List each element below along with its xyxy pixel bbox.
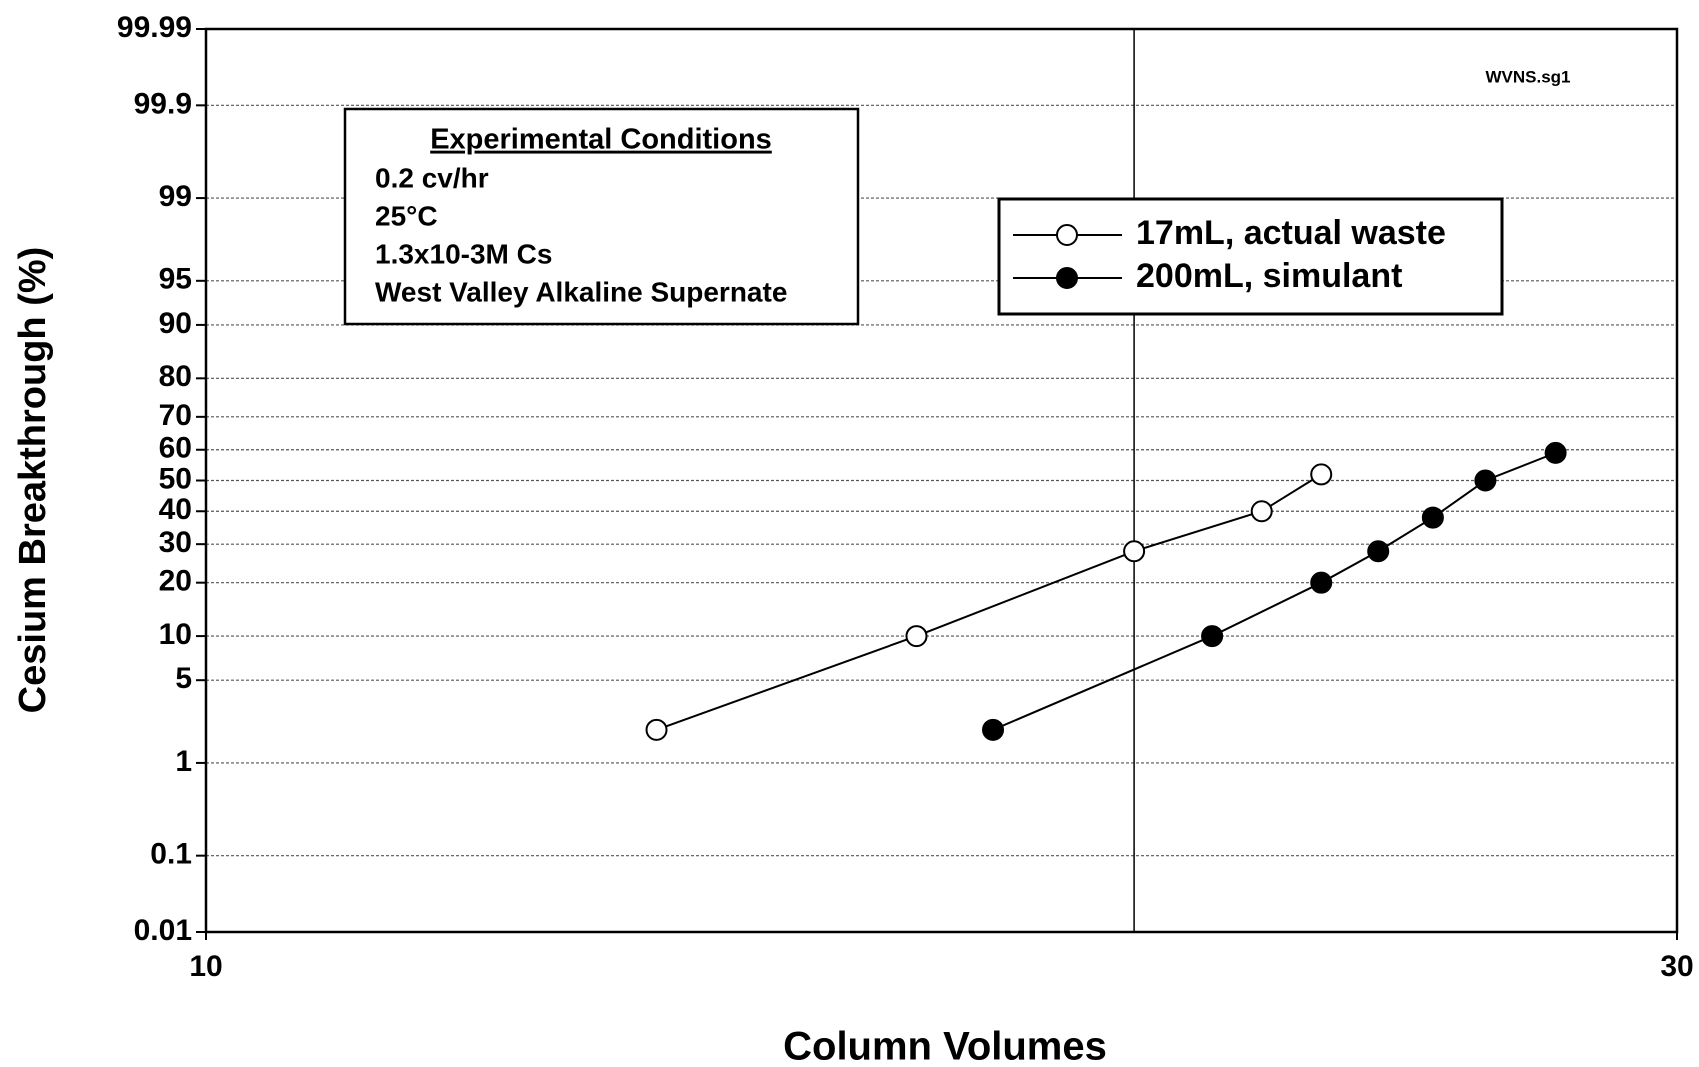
conditions-title: Experimental Conditions xyxy=(430,124,772,156)
plot-frame xyxy=(204,27,1679,934)
y-tick-label: 0.1 xyxy=(150,838,192,871)
conditions-line: 1.3x10-3M Cs xyxy=(375,238,552,269)
y-tick-label: 80 xyxy=(159,360,192,393)
legend-label: 200mL, simulant xyxy=(1136,257,1402,295)
conditions-line: 0.2 cv/hr xyxy=(375,162,489,193)
y-tick-label: 90 xyxy=(159,307,192,340)
data-point xyxy=(905,625,928,648)
series-line xyxy=(992,451,1556,731)
y-tick-label: 10 xyxy=(159,618,192,651)
conditions-box xyxy=(343,107,860,326)
data-point xyxy=(1474,469,1497,492)
y-tick-label: 95 xyxy=(159,263,192,296)
data-point xyxy=(982,718,1005,741)
data-point xyxy=(1250,500,1273,523)
data-point xyxy=(1367,540,1390,563)
y-tick-label: 1 xyxy=(175,745,192,778)
data-point xyxy=(1201,625,1224,648)
y-tick-label: 70 xyxy=(159,399,192,432)
data-point xyxy=(1310,463,1333,486)
data-point xyxy=(1544,441,1567,464)
y-tick-label: 99 xyxy=(159,180,192,213)
x-axis-title: Column Volumes xyxy=(783,1025,1107,1067)
y-tick-label: 40 xyxy=(159,493,192,526)
legend-label: 17mL, actual waste xyxy=(1136,214,1446,252)
data-point xyxy=(1123,540,1146,563)
legend-marker xyxy=(1056,224,1078,246)
legend-marker xyxy=(1056,267,1078,289)
series-line xyxy=(656,473,1322,731)
y-tick-label: 50 xyxy=(159,462,192,495)
y-tick-label: 99.99 xyxy=(117,11,192,44)
y-tick-label: 99.9 xyxy=(134,87,192,120)
annotation: WVNS.sg1 xyxy=(1485,67,1570,86)
y-tick-label: 20 xyxy=(159,565,192,598)
legend-box xyxy=(997,197,1504,316)
data-point xyxy=(1421,506,1444,529)
y-axis-title: Cesium Breakthrough (%) xyxy=(12,247,54,714)
y-tick-label: 30 xyxy=(159,526,192,559)
conditions-line: 25°C xyxy=(375,200,438,231)
data-point xyxy=(1310,571,1333,594)
y-tick-label: 5 xyxy=(175,662,192,695)
conditions-line: West Valley Alkaline Supernate xyxy=(375,276,787,307)
x-tick-label: 10 xyxy=(189,950,222,983)
y-tick-label: 0.01 xyxy=(134,914,192,947)
y-tick-label: 60 xyxy=(159,432,192,465)
x-tick-label: 30 xyxy=(1660,950,1693,983)
data-point xyxy=(645,718,668,741)
